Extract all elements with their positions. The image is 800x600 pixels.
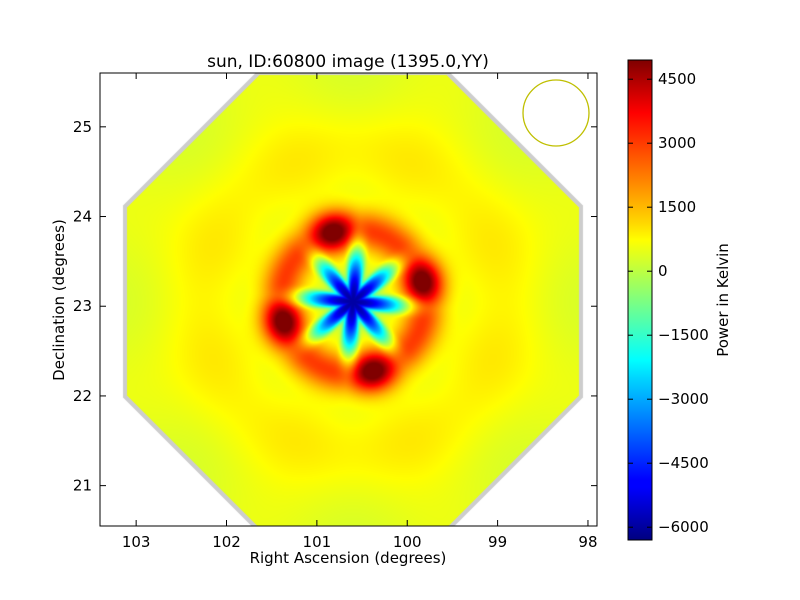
- colorbar-tick-label: −3000: [658, 390, 709, 408]
- x-tick-label: 103: [122, 533, 151, 551]
- x-tick-label: 101: [303, 533, 332, 551]
- axes-frame: [99, 72, 598, 527]
- x-axis-ticks: 103 102 101 100 99 98: [122, 73, 598, 551]
- x-axis-label: Right Ascension (degrees): [250, 549, 447, 567]
- y-tick-label: 21: [73, 477, 92, 495]
- x-tick-label: 98: [578, 533, 597, 551]
- y-tick-label: 24: [73, 208, 92, 226]
- colorbar-tick-label: −6000: [658, 518, 709, 536]
- y-tick-label: 25: [73, 118, 92, 136]
- chart-title: sun, ID:60800 image (1395.0,YY): [207, 52, 489, 72]
- colorbar: [627, 59, 653, 541]
- y-axis-label: Declination (degrees): [50, 219, 68, 381]
- y-tick-label: 22: [73, 387, 92, 405]
- x-tick-label: 100: [393, 533, 422, 551]
- colorbar-tick-label: −1500: [658, 326, 709, 344]
- beam-circle: [522, 79, 590, 147]
- colorbar-label: Power in Kelvin: [714, 243, 732, 357]
- colorbar-tick-label: 1500: [658, 198, 696, 216]
- colorbar-ticks: 4500 3000 1500 0 −1500 −3000 −4500 −6000: [628, 70, 709, 536]
- x-tick-label: 99: [488, 533, 507, 551]
- colorbar-tick-label: −4500: [658, 454, 709, 472]
- colorbar-tick-label: 4500: [658, 70, 696, 88]
- heatmap-image: [100, 73, 597, 526]
- x-tick-label: 102: [212, 533, 241, 551]
- plot-area: [100, 73, 597, 526]
- colorbar-tick-label: 0: [658, 262, 668, 280]
- y-axis-ticks: 21 22 23 24 25: [73, 118, 597, 495]
- y-tick-label: 23: [73, 297, 92, 315]
- colorbar-tick-label: 3000: [658, 134, 696, 152]
